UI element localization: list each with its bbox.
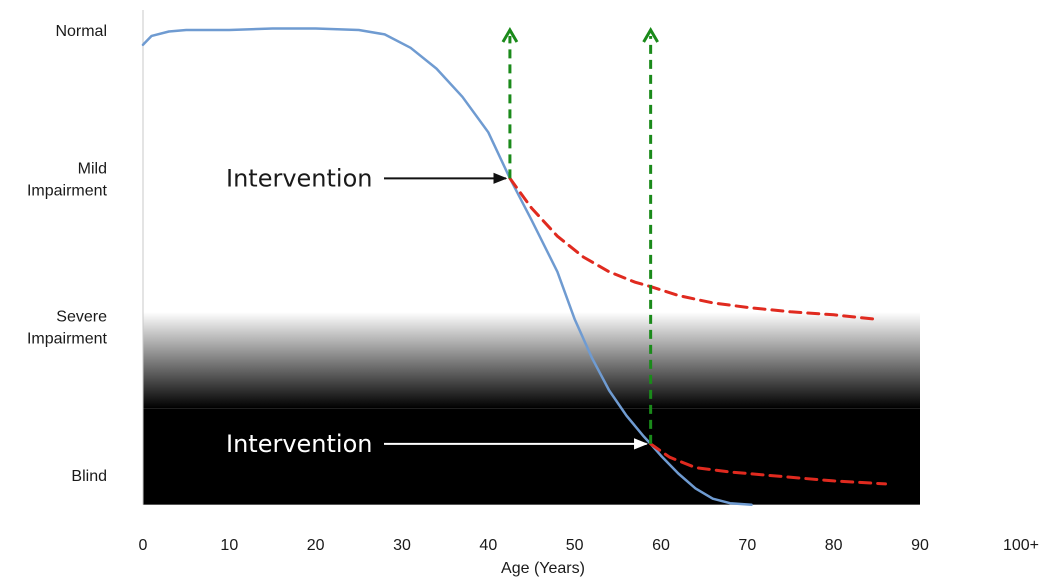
x-tick-label-0: 0 [139,537,148,554]
annotation-label-1: Intervention [226,430,372,458]
y-tick-label-0: Normal [55,23,107,40]
x-tick-label-1: 10 [220,537,238,554]
x-tick-label-8: 80 [825,537,843,554]
severe-impairment-gradient [143,311,920,409]
x-tick-label-3: 30 [393,537,411,554]
intervention-arrow-head-1 [642,27,659,43]
annotation-label-0: Intervention [226,164,372,192]
intervention-arrows [501,27,659,444]
dashed-series-1 [508,176,879,321]
blind-zone-band [143,408,920,505]
impairment-shading [143,311,920,505]
annotations: Intervention Intervention [226,164,649,458]
solid-series-0 [141,27,753,506]
x-axis-title: Age (Years) [501,560,585,577]
y-tick-label-1: Mild Impairment [27,160,108,199]
x-tick-label-5: 50 [566,537,584,554]
x-tick-label-10: 100+ [1003,537,1039,554]
x-tick-label-6: 60 [652,537,670,554]
intervention-arrow-head-0 [501,27,519,43]
x-tick-label-2: 20 [307,537,325,554]
x-tick-label-7: 70 [738,537,756,554]
y-tick-label-2: Severe Impairment [27,309,108,348]
x-tick-label-9: 90 [911,537,929,554]
x-tick-labels: 0 10 20 30 40 50 60 70 80 90 100+ [139,537,1039,554]
dashed-series-2 [649,442,887,486]
y-tick-label-3: Blind [71,468,107,485]
y-tick-labels: Normal Mild Impairment Severe Impairment Blin… [27,23,108,485]
x-tick-label-4: 40 [479,537,497,554]
